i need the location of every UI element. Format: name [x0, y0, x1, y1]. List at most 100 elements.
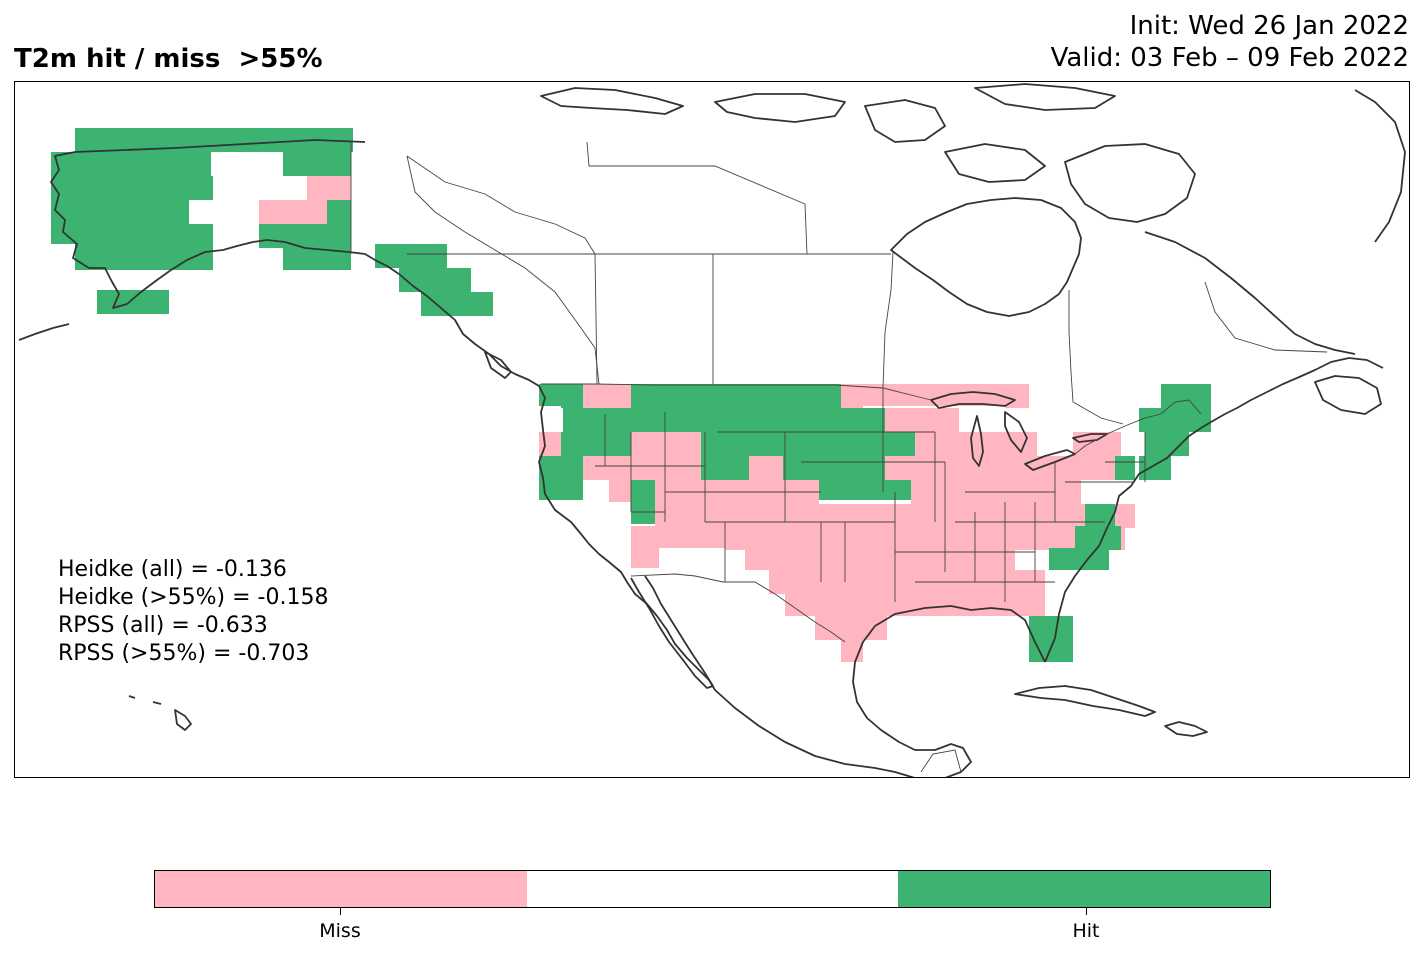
hit-cell: [783, 408, 885, 432]
map-canvas: [18, 83, 1406, 777]
hit-cell: [51, 176, 213, 200]
miss-cell: [1115, 504, 1135, 528]
us-mexico-border: [630, 573, 846, 643]
labrador-coast: [1144, 231, 1356, 355]
hit-cell: [75, 248, 213, 270]
hit-miss-cells: [51, 128, 1211, 662]
hit-cell: [701, 408, 783, 432]
colorbar-label-hit: Hit: [1072, 920, 1100, 942]
miss-cell: [605, 456, 641, 480]
rpss-all: RPSS (all) = -0.633: [58, 613, 268, 638]
coastlines: [18, 83, 1406, 777]
skill-scores: Heidke (all) = -0.136 Heidke (>55%) = -0…: [58, 556, 328, 668]
colorbar-label-miss: Miss: [319, 920, 361, 942]
rpss-55: RPSS (>55%) = -0.703: [58, 641, 310, 666]
borders: [350, 141, 1328, 773]
hit-cell: [563, 408, 609, 432]
hispaniola-coast: [1164, 721, 1208, 737]
baja-coast: [630, 575, 714, 689]
mexico-pacific-coast: [714, 689, 915, 777]
hit-cell: [539, 456, 583, 480]
miss-cell: [915, 432, 1037, 456]
colorbar-tick-hit: [1086, 908, 1087, 915]
miss-cell: [641, 456, 701, 480]
hit-cell: [783, 456, 885, 480]
miss-cell: [765, 548, 1015, 570]
us-canada-border: [541, 383, 932, 401]
hit-cell: [1049, 548, 1109, 570]
arctic-island-2: [714, 93, 846, 123]
vancouver-island: [484, 351, 512, 379]
miss-cell: [815, 616, 887, 640]
arctic-island-1: [540, 87, 684, 115]
hit-cell: [1161, 384, 1211, 408]
hit-cell: [681, 384, 783, 408]
hit-cell: [701, 432, 783, 456]
hit-cell: [259, 224, 351, 248]
hit-cell: [51, 224, 75, 244]
us-canada-border-east: [1074, 399, 1202, 455]
lake-huron: [1004, 411, 1028, 453]
miss-cell: [1099, 432, 1121, 456]
miss-cell: [655, 504, 1085, 528]
hit-cell: [51, 200, 189, 224]
map-title: T2m hit / miss >55%: [14, 44, 323, 74]
hit-cell: [283, 248, 351, 270]
ontario-quebec-border: [1068, 290, 1124, 425]
hit-cell: [631, 384, 681, 408]
miss-cell: [749, 456, 771, 480]
hit-cell: [1085, 504, 1115, 528]
miss-cell: [771, 456, 783, 480]
colorbar: [154, 870, 1271, 908]
colorbar-tick-miss: [340, 908, 341, 915]
hit-cell: [375, 244, 447, 268]
valid-period: Valid: 03 Feb – 09 Feb 2022: [1050, 43, 1409, 73]
hit-cell: [783, 432, 885, 456]
nwt-yukon-border: [406, 155, 596, 255]
mexico-guatemala-border: [920, 749, 962, 773]
hit-cell: [1145, 432, 1189, 456]
pacific-coast: [398, 273, 716, 691]
colorbar-miss-segment: [155, 871, 527, 907]
hit-cell: [539, 384, 561, 406]
greenland-edge: [1354, 89, 1406, 243]
alaska-coast: [50, 139, 400, 309]
hit-cell: [399, 268, 471, 292]
hit-cell: [51, 152, 211, 176]
hit-cell: [1139, 456, 1171, 480]
hit-cell: [819, 480, 911, 500]
miss-cell: [745, 548, 765, 570]
hit-cell: [609, 408, 631, 432]
lake-michigan: [970, 415, 984, 467]
init-date: Init: Wed 26 Jan 2022: [1129, 11, 1409, 41]
arctic-island-4: [944, 143, 1046, 183]
hit-cell: [327, 200, 351, 224]
hawaii-coast: [128, 695, 192, 731]
miss-cell: [631, 432, 701, 456]
miss-cell: [841, 384, 863, 408]
lake-superior: [930, 391, 1016, 409]
hit-cell: [1115, 456, 1135, 480]
colorbar-neutral-segment: [526, 871, 899, 907]
hit-cell: [631, 480, 655, 504]
quebec-labrador-border: [1204, 281, 1328, 353]
atlantic-coast: [1044, 357, 1384, 663]
miss-cell: [863, 384, 1005, 406]
miss-cell: [725, 526, 1125, 550]
miss-cell: [885, 456, 1085, 480]
hit-cell: [1029, 616, 1073, 662]
gulf-coast: [852, 605, 1046, 777]
hit-cell: [561, 432, 605, 456]
miss-cell: [583, 384, 631, 408]
bc-alberta-border: [406, 155, 600, 385]
map-panel: [14, 81, 1410, 778]
newfoundland-coast: [1314, 375, 1382, 415]
miss-cell: [885, 408, 959, 432]
cuba-coast: [1014, 685, 1156, 717]
nunavut-border: [586, 141, 808, 255]
miss-cell: [1085, 456, 1115, 480]
hit-cell: [75, 224, 213, 248]
manitoba-ontario-border: [882, 251, 894, 389]
hit-cell: [283, 152, 351, 176]
us-state-borders: [595, 388, 1146, 602]
